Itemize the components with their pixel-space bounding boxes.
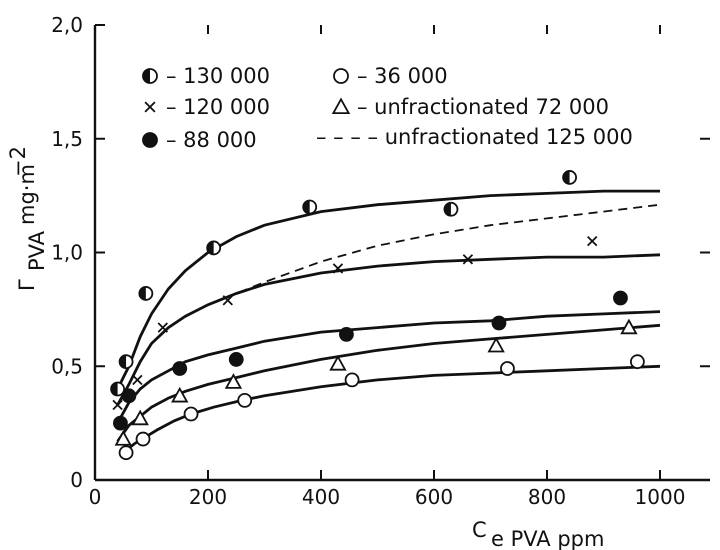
data-point-filled-circle — [613, 290, 628, 306]
legend-label: – 36 000 — [357, 64, 448, 88]
y-tick-label: 1,5 — [51, 127, 83, 151]
data-point-open-circle — [135, 431, 151, 447]
data-point-filled-circle — [113, 415, 128, 431]
data-point-cross — [462, 254, 474, 265]
data-point-filled-circle — [121, 388, 137, 404]
data-point-triangle — [114, 430, 132, 446]
data-markers — [110, 170, 645, 461]
y-axis-title-unit: mg·m — [15, 164, 39, 225]
y-tick-label: 0,5 — [51, 354, 83, 378]
data-point-cross — [587, 235, 598, 247]
data-point-cross — [112, 399, 123, 411]
x-axis-title-sub: e PVA ppm — [491, 527, 604, 550]
data-point-triangle — [329, 354, 347, 371]
x-tick-label: 600 — [415, 485, 453, 509]
x-axis-title-main: C — [472, 518, 487, 542]
y-axis-title-main: Γ — [15, 279, 39, 291]
y-tick-label: 2,0 — [51, 13, 83, 37]
data-point-cross — [157, 322, 168, 333]
data-point-triangle — [171, 386, 189, 403]
data-point-triangle — [487, 336, 505, 353]
y-axis-title-exp: −2 — [6, 146, 30, 177]
y-tick-label: 1,0 — [51, 241, 83, 265]
data-point-half-circle — [443, 201, 459, 217]
fit-curve-6 — [122, 364, 661, 454]
data-point-half-circle — [118, 354, 134, 370]
legend-label: – – – – unfractionated 125 000 — [316, 125, 633, 149]
data-point-filled-circle — [228, 352, 244, 367]
y-axis-title-sub: PVA — [25, 230, 49, 271]
data-point-open-circle — [630, 354, 645, 370]
axis-ticks: 0 200 400 600 800 1000 0 0,5 1,0 1,5 2,0 — [51, 13, 710, 509]
x-tick-label: 200 — [189, 485, 227, 509]
x-tick-label: 1000 — [635, 485, 686, 509]
data-point-open-circle — [183, 406, 199, 422]
y-axis-title: Γ PVA mg·m −2 — [6, 146, 49, 291]
legend-label: – 120 000 — [166, 95, 270, 119]
y-tick-label: 0 — [70, 468, 83, 492]
legend-label: – 130 000 — [166, 64, 270, 88]
data-point-triangle — [620, 318, 638, 335]
legend-marker-filled-circle — [142, 132, 158, 148]
x-tick-label: 0 — [89, 485, 102, 509]
data-point-open-circle — [118, 445, 134, 461]
legend-label: – 88 000 — [166, 128, 257, 152]
fit-curve-3 — [224, 203, 661, 299]
data-point-cross — [222, 295, 233, 306]
data-point-filled-circle — [491, 315, 507, 331]
data-point-triangle — [131, 409, 149, 426]
data-point-triangle — [224, 373, 243, 389]
fit-curve-4 — [116, 310, 661, 424]
legend: – 130 000 – 120 000 – 88 000 – 36 000 – unfr… — [142, 64, 633, 152]
x-tick-label: 800 — [528, 485, 566, 509]
x-tick-label: 400 — [302, 485, 340, 509]
legend-marker-half-circle — [142, 68, 158, 84]
data-point-half-circle — [302, 199, 318, 215]
fit-curve-5 — [116, 323, 661, 443]
legend-marker-cross — [144, 101, 156, 113]
fit-curves — [116, 189, 661, 454]
data-point-half-circle — [138, 286, 154, 301]
data-point-open-circle — [344, 372, 360, 388]
fit-curve-1 — [116, 189, 660, 390]
data-point-cross — [332, 263, 344, 274]
data-point-open-circle — [237, 392, 253, 408]
data-point-cross — [132, 374, 143, 386]
fit-curve-2 — [116, 253, 661, 406]
data-point-half-circle — [110, 381, 125, 397]
data-point-half-circle — [562, 170, 577, 185]
data-point-filled-circle — [172, 361, 188, 376]
data-point-filled-circle — [339, 326, 354, 342]
legend-marker-triangle — [331, 97, 351, 115]
legend-marker-open-circle — [333, 68, 349, 84]
data-point-open-circle — [500, 361, 515, 376]
legend-label: – unfractionated 72 000 — [357, 95, 609, 119]
data-point-half-circle — [206, 240, 222, 256]
